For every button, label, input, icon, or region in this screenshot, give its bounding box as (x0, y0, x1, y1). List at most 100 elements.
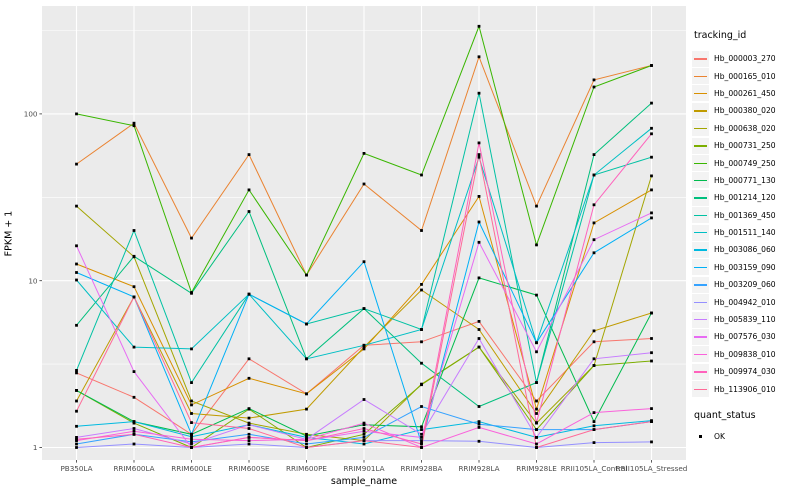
data-point (535, 293, 538, 297)
legend-key-line-icon (692, 311, 709, 328)
data-point (535, 428, 538, 431)
data-point (477, 153, 481, 156)
data-point (362, 182, 366, 186)
y-tick-label: 1 (33, 443, 38, 452)
legend-item-label: Hb_000638_020 (714, 123, 776, 133)
data-point (477, 155, 481, 159)
data-point (362, 436, 366, 439)
data-point (132, 254, 136, 258)
data-point (650, 64, 653, 67)
data-point (132, 421, 136, 425)
data-point (592, 428, 596, 431)
legend-item-label: Hb_000261_450 (714, 88, 776, 98)
data-point (477, 195, 481, 198)
legend-item-Hb_001369_450: Hb_001369_450 (692, 207, 799, 224)
x-tick-label: PB350LA (60, 464, 92, 473)
data-point (420, 328, 423, 331)
data-point (420, 340, 423, 344)
legend-title-quant-status: quant_status (694, 409, 756, 421)
data-point (535, 421, 538, 424)
data-point (535, 204, 538, 208)
data-point (362, 442, 366, 446)
data-point (75, 271, 78, 274)
data-point (75, 446, 78, 449)
legend-item-Hb_000731_250: Hb_000731_250 (692, 137, 799, 154)
x-tick-label: RRII105LA_Control (561, 464, 628, 473)
x-tick-label: RRIM600PE (286, 464, 327, 473)
data-point (650, 337, 653, 340)
legend-key-line-icon (692, 120, 709, 137)
data-point (420, 446, 423, 449)
data-point (132, 427, 136, 430)
legend-item-label: Hb_003159_090 (714, 262, 776, 272)
data-point (592, 251, 596, 255)
legend-key-line-icon (692, 68, 709, 85)
data-point (305, 273, 308, 277)
x-tick-label: RRIM600LE (171, 464, 212, 473)
data-point (535, 381, 538, 384)
data-point (190, 236, 193, 240)
data-point (650, 351, 653, 355)
y-tick-label: 100 (24, 110, 38, 119)
data-point (477, 422, 481, 426)
data-point (132, 345, 136, 349)
legend-item-label: Hb_001214_120 (714, 193, 776, 203)
data-point (420, 439, 423, 442)
data-point (477, 55, 481, 59)
data-point (477, 220, 481, 224)
data-point (75, 371, 78, 375)
legend-item-Hb_001511_140: Hb_001511_140 (692, 224, 799, 241)
data-point (420, 428, 423, 431)
data-point (190, 437, 193, 441)
data-point (535, 446, 538, 449)
data-point (362, 152, 366, 155)
legend-item-label: Hb_003209_060 (714, 280, 776, 290)
legend-item-Hb_000003_270: Hb_000003_270 (692, 50, 799, 67)
data-point (247, 439, 251, 442)
data-point (592, 420, 596, 423)
data-point (132, 229, 136, 232)
data-point (650, 311, 653, 315)
data-point (420, 283, 423, 286)
data-point (535, 350, 538, 354)
data-point (650, 174, 653, 178)
data-point (477, 276, 481, 280)
data-point (477, 320, 481, 323)
data-point (592, 203, 596, 207)
data-point (592, 85, 596, 89)
legend-key-line-icon (692, 137, 709, 154)
data-point (305, 446, 308, 449)
legend-key-line-icon (692, 328, 709, 345)
data-point (362, 347, 366, 351)
data-point (190, 421, 193, 424)
data-point (75, 442, 78, 446)
legend-item-label: Hb_000731_250 (714, 141, 776, 151)
data-point (420, 436, 423, 439)
data-point (477, 420, 481, 423)
data-point (132, 370, 136, 373)
data-point (75, 262, 78, 266)
data-point (75, 244, 78, 248)
data-point (305, 432, 308, 436)
legend-key-line-icon (692, 207, 709, 224)
legend-item-Hb_000749_250: Hb_000749_250 (692, 154, 799, 172)
data-point (190, 432, 193, 436)
data-point (477, 439, 481, 443)
data-point (132, 285, 136, 289)
legend-key-line-icon (692, 276, 709, 293)
x-tick-label: RRIM901LA (343, 464, 384, 473)
data-point (535, 412, 538, 415)
legend-item-label: Hb_000749_250 (714, 158, 776, 168)
data-point (247, 436, 251, 439)
y-tick-label: 10 (28, 276, 38, 285)
data-point (75, 399, 78, 403)
data-point (477, 24, 481, 28)
data-point (247, 416, 251, 420)
data-point (190, 381, 193, 384)
data-point (650, 359, 653, 363)
legend-key-line-icon (692, 172, 709, 189)
data-point (535, 436, 538, 439)
data-point (190, 403, 193, 407)
data-point (592, 238, 596, 242)
